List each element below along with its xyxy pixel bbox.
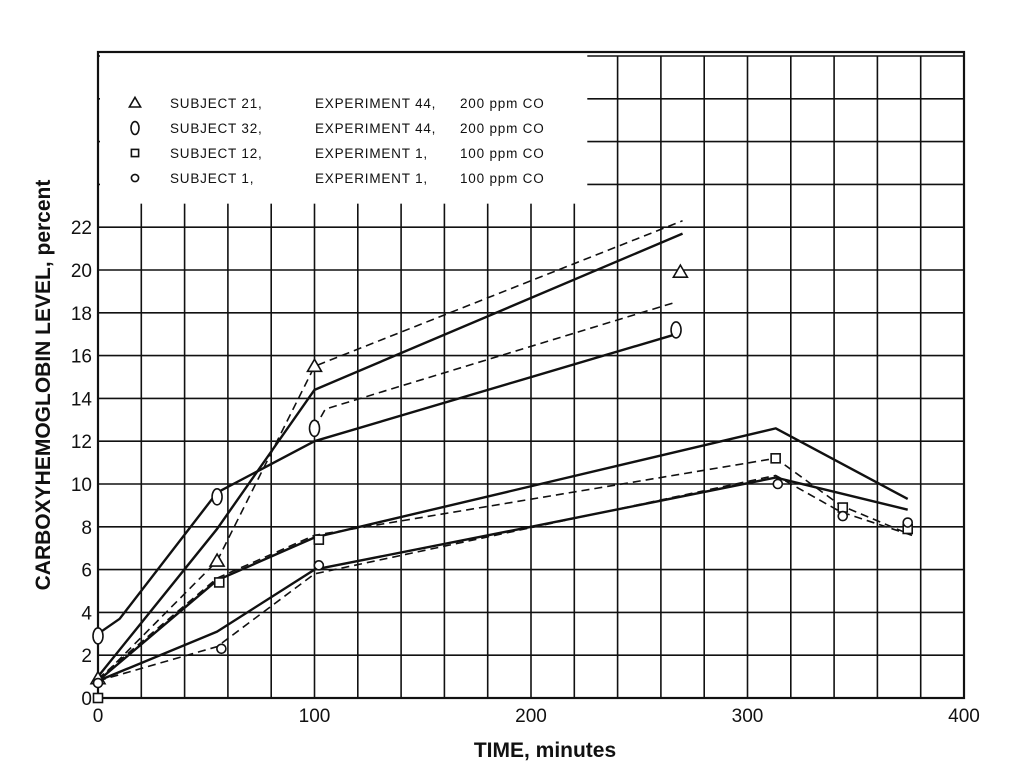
- legend-item: SUBJECT 32, EXPERIMENT 44, 200 ppm CO: [130, 120, 545, 136]
- x-tick-label: 400: [948, 706, 980, 727]
- y-tick-label: 12: [71, 432, 92, 453]
- y-tick-label: 0: [81, 689, 92, 710]
- square-marker: [92, 692, 104, 704]
- legend-label: SUBJECT 32,: [170, 121, 263, 136]
- plot-frame: [96, 50, 966, 700]
- ellipse-marker: [670, 321, 682, 339]
- square-marker: [837, 502, 849, 513]
- legend-label: EXPERIMENT 44,: [315, 121, 436, 136]
- square-marker: [313, 534, 325, 545]
- y-tick-label: 18: [71, 304, 92, 325]
- legend-label: 100 ppm CO: [460, 171, 545, 186]
- legend-label: 200 ppm CO: [460, 96, 545, 111]
- y-tick-label: 6: [81, 561, 92, 582]
- x-tick-label: 100: [299, 706, 331, 727]
- legend-label: SUBJECT 12,: [170, 146, 263, 161]
- legend-label: SUBJECT 1,: [170, 171, 254, 186]
- series-lines: [97, 220, 913, 682]
- legend-label: SUBJECT 21,: [170, 96, 263, 111]
- y-axis-label: CARBOXYHEMOGLOBIN LEVEL, percent: [32, 180, 55, 591]
- triangle-marker: [671, 263, 689, 278]
- circle-marker: [902, 517, 914, 528]
- triangle-marker: [128, 95, 142, 108]
- series-line-solid: [97, 476, 908, 682]
- legend: SUBJECT 21, EXPERIMENT 44, 200 ppm COSUBJE…: [100, 54, 588, 204]
- ellipse-marker: [130, 120, 140, 136]
- ellipse-marker: [211, 488, 223, 506]
- series-line-dashed: [97, 220, 683, 682]
- circle-marker: [92, 677, 104, 689]
- circle-marker: [772, 478, 784, 490]
- series-line-dashed: [97, 457, 913, 680]
- legend-label: 100 ppm CO: [460, 146, 545, 161]
- y-tick-label: 22: [71, 218, 92, 239]
- legend-label: EXPERIMENT 44,: [315, 96, 436, 111]
- ellipse-marker: [92, 627, 104, 645]
- y-tick-label: 10: [71, 475, 92, 496]
- circle-marker: [216, 643, 227, 655]
- series-line-dashed: [313, 301, 677, 429]
- square-marker: [130, 148, 140, 158]
- legend-item: SUBJECT 1, EXPERIMENT 1, 100 ppm CO: [130, 171, 545, 186]
- legend-item: SUBJECT 21, EXPERIMENT 44, 200 ppm CO: [128, 95, 545, 111]
- legend-background: [100, 54, 588, 204]
- triangle-marker: [208, 552, 226, 567]
- circle-marker: [130, 173, 140, 183]
- legend-item: SUBJECT 12, EXPERIMENT 1, 100 ppm CO: [130, 146, 545, 161]
- y-tick-label: 16: [71, 347, 92, 368]
- y-tick-label: 20: [71, 261, 92, 282]
- ellipse-marker: [308, 419, 321, 438]
- data-markers: [89, 263, 914, 704]
- square-marker: [213, 577, 225, 588]
- x-tick-label: 200: [515, 706, 547, 727]
- series-line-solid: [97, 232, 684, 678]
- x-tick-label: 0: [93, 706, 104, 727]
- circle-marker: [313, 560, 325, 571]
- circle-marker: [837, 510, 849, 522]
- y-tick-label: 2: [81, 646, 92, 667]
- legend-label: EXPERIMENT 1,: [315, 146, 428, 161]
- series-line-dashed: [97, 474, 913, 682]
- y-tick-label: 14: [71, 389, 93, 410]
- x-axis-label: TIME, minutes: [474, 739, 616, 762]
- triangle-marker: [306, 357, 323, 373]
- legend-label: 200 ppm CO: [460, 121, 545, 136]
- tick-labels: 0 100 200 300 400 0 2 4 6 8 10 12 14 16 18 20 22: [71, 218, 980, 727]
- square-marker: [770, 453, 781, 464]
- y-tick-label: 8: [81, 518, 92, 539]
- x-tick-label: 300: [732, 706, 764, 727]
- y-tick-label: 4: [81, 603, 92, 624]
- legend-label: EXPERIMENT 1,: [315, 171, 428, 186]
